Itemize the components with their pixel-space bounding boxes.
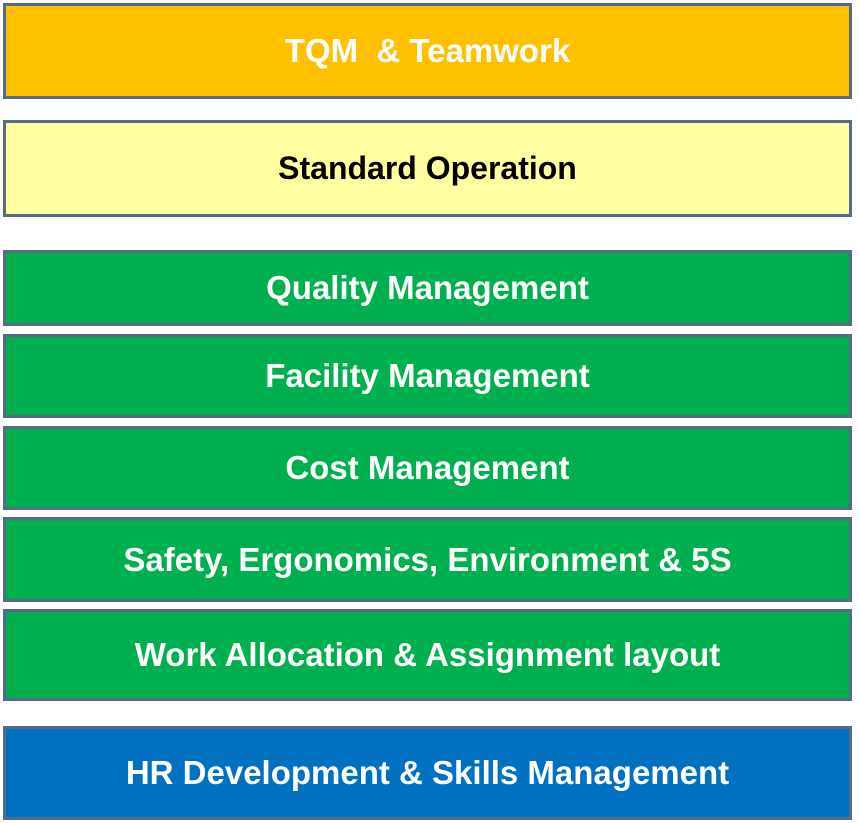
layer-label: HR Development & Skills Management xyxy=(125,754,730,791)
layer-label: Cost Management xyxy=(285,449,570,486)
layer-tqm-teamwork: TQM & Teamwork xyxy=(3,3,852,99)
layer-facility-management: Facility Management xyxy=(3,334,852,418)
layer-quality-management: Quality Management xyxy=(3,250,852,326)
layer-label: Safety, Ergonomics, Environment & 5S xyxy=(123,540,732,578)
layer-label: Facility Management xyxy=(265,357,590,394)
layer-standard-operation: Standard Operation xyxy=(3,120,852,217)
layer-safety-ergonomics-environment-5s: Safety, Ergonomics, Environment & 5S xyxy=(3,517,852,602)
layer-label: Quality Management xyxy=(266,269,589,306)
layer-label: Standard Operation xyxy=(278,150,577,186)
layer-work-allocation-assignment-layout: Work Allocation & Assignment layout xyxy=(3,609,852,701)
layer-label: TQM & Teamwork xyxy=(284,32,571,69)
layer-label: Work Allocation & Assignment layout xyxy=(134,636,721,673)
layer-hr-development-skills-management: HR Development & Skills Management xyxy=(3,726,852,820)
layer-cost-management: Cost Management xyxy=(3,426,852,510)
